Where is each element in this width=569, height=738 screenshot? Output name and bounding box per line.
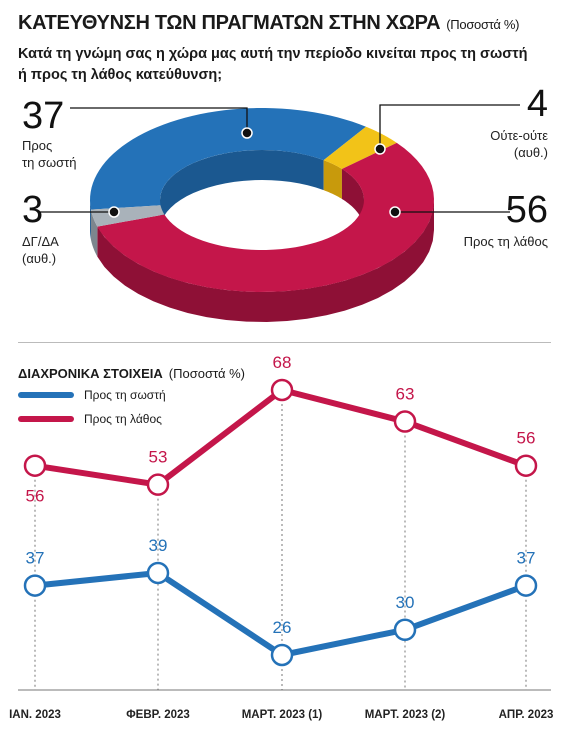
legend-swatch-blue — [18, 392, 74, 398]
legend-swatch-red — [18, 416, 74, 422]
donut-slice-0 — [90, 108, 366, 210]
data-label: 53 — [149, 448, 168, 467]
callout-label: τη σωστή — [22, 155, 77, 170]
data-point — [393, 618, 417, 642]
callout-dot — [108, 206, 120, 218]
x-tick-label: ΜΑΡΤ. 2023 (1) — [242, 709, 323, 721]
donut-side-wall — [90, 209, 98, 257]
callout-dot — [374, 143, 386, 155]
callout-label: ΔΓ/ΔΑ — [22, 234, 59, 249]
x-tick-label: ΦΕΒΡ. 2023 — [126, 709, 190, 721]
data-label: 63 — [396, 385, 415, 404]
title-unit: (Ποσοστά %) — [446, 17, 520, 32]
callout-label: Προς — [22, 138, 52, 153]
legend-label: Προς τη σωστή — [84, 388, 166, 402]
trend-unit: (Ποσοστά %) — [168, 366, 245, 381]
data-label: 26 — [273, 618, 292, 637]
data-point — [23, 574, 47, 597]
donut-slices — [90, 108, 434, 322]
section-divider — [18, 342, 551, 343]
callout-value: 3 — [22, 189, 43, 231]
callout-label: (αυθ.) — [22, 251, 56, 266]
legend-label: Προς τη λάθος — [84, 412, 162, 426]
donut-inner-wall — [160, 150, 324, 230]
data-point — [270, 643, 294, 667]
trend-title: ΔΙΑΧΡΟΝΙΚΑ ΣΤΟΙΧΕΙΑ (Ποσοστά %) — [18, 366, 245, 381]
data-point — [146, 473, 170, 496]
series-line-1 — [34, 387, 528, 488]
data-point — [23, 454, 47, 477]
x-tick-label: ΑΠΡ. 2023 — [499, 709, 554, 721]
chart-title: ΚΑΤΕΥΘΥΝΣΗ ΤΩΝ ΠΡΑΓΜΑΤΩΝ ΣΤΗΝ ΧΩΡΑ (Ποσοσ… — [18, 12, 520, 34]
donut-inner-wall — [323, 160, 342, 199]
callout-dot — [241, 127, 253, 139]
donut-slice-2 — [97, 142, 434, 292]
data-label: 30 — [396, 593, 415, 612]
callout-value: 4 — [527, 83, 548, 125]
x-tick-label: ΜΑΡΤ. 2023 (2) — [365, 709, 446, 721]
x-tick-label: ΙΑΝ. 2023 — [9, 709, 61, 721]
callout-value: 37 — [22, 95, 64, 137]
data-label: 56 — [26, 487, 45, 506]
donut-side-wall — [90, 200, 91, 240]
data-point — [393, 410, 417, 433]
data-label: 39 — [149, 536, 168, 555]
data-label: 37 — [517, 549, 536, 568]
data-point — [146, 561, 170, 585]
legend-item-correct: Προς τη σωστή — [18, 388, 166, 402]
data-label: 68 — [273, 353, 292, 372]
donut-side-wall — [97, 200, 434, 322]
callout-value: 56 — [506, 189, 548, 231]
callout-label: Προς τη λάθος — [464, 234, 548, 249]
callout-line — [379, 104, 520, 149]
callout-line — [70, 107, 248, 133]
legend-item-wrong: Προς τη λάθος — [18, 412, 162, 426]
data-point — [514, 454, 538, 477]
series-line-0 — [34, 569, 528, 658]
data-label: 37 — [26, 549, 45, 568]
survey-question: Κατά τη γνώμη σας η χώρα μας αυτή την πε… — [18, 46, 528, 83]
callout-label: Ούτε-ούτε — [490, 128, 548, 143]
data-point — [270, 378, 294, 402]
callout-label: (αυθ.) — [514, 145, 548, 160]
data-label: 56 — [517, 429, 536, 448]
donut-inner-wall — [341, 168, 364, 230]
data-point — [514, 574, 538, 597]
callout-dot — [389, 206, 401, 218]
donut-slice-1 — [323, 126, 397, 169]
